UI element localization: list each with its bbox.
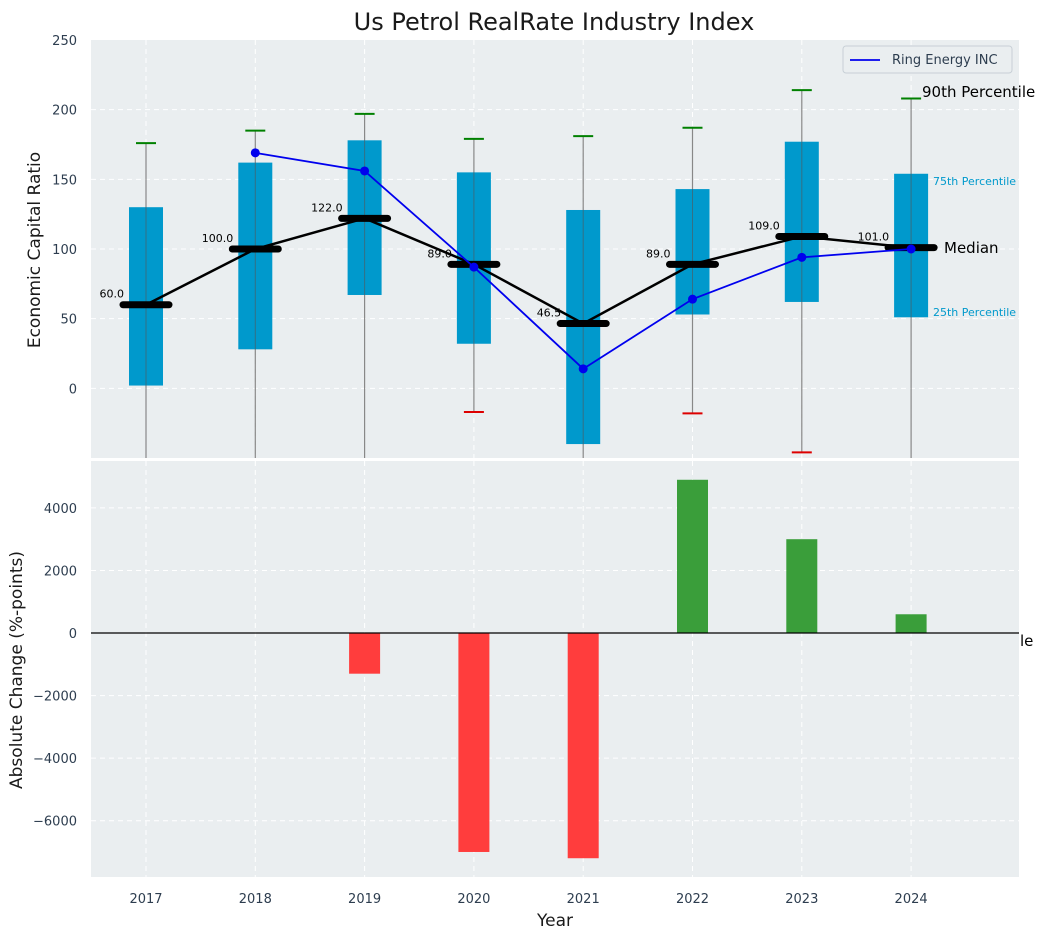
p25-annotation: 25th Percentile bbox=[933, 306, 1016, 319]
top-y-axis: 0 50 100 150 200 250 bbox=[52, 34, 77, 397]
company-series-point bbox=[250, 148, 260, 158]
change-bar bbox=[677, 479, 708, 634]
bottom-y-tick-label: −6000 bbox=[33, 815, 77, 830]
x-tick-label: 2018 bbox=[239, 892, 272, 907]
median-value-label: 60.0 bbox=[100, 288, 125, 301]
bottom-y-tick-label: −4000 bbox=[33, 752, 77, 767]
p90-annotation: 90th Percentile bbox=[922, 83, 1035, 101]
median-value-label: 89.0 bbox=[427, 247, 452, 260]
change-bar bbox=[786, 539, 818, 634]
p75-annotation: 75th Percentile bbox=[933, 175, 1016, 188]
median-line-layer: 60.0 100.0 122.0 89.0 46.5 89.0 109.0 101.0 bbox=[100, 201, 938, 328]
x-tick-label: 2021 bbox=[567, 892, 600, 907]
change-bar bbox=[349, 633, 381, 674]
legend-entry: Ring Energy INC bbox=[892, 53, 998, 68]
percentile-annotations: 90th Percentile 75th Percentile Median 2… bbox=[922, 83, 1035, 319]
top-y-axis-label: Economic Capital Ratio bbox=[25, 152, 45, 348]
top-y-tick-label: 0 bbox=[69, 382, 77, 397]
x-tick-label: 2020 bbox=[457, 892, 490, 907]
change-bars-layer bbox=[91, 479, 1019, 859]
legend: Ring Energy INC bbox=[842, 45, 1013, 74]
median-value-label: 101.0 bbox=[858, 231, 890, 244]
company-series-point bbox=[469, 262, 479, 272]
median-value-label: 89.0 bbox=[646, 247, 671, 260]
top-y-tick-label: 50 bbox=[60, 313, 77, 328]
median-value-label: 100.0 bbox=[202, 232, 234, 245]
change-bar bbox=[458, 633, 490, 852]
x-axis-label: Year bbox=[536, 911, 573, 931]
top-y-tick-label: 150 bbox=[52, 173, 77, 188]
x-tick-label: 2019 bbox=[348, 892, 381, 907]
median-annotation: Median bbox=[944, 239, 999, 257]
bottom-y-tick-label: −2000 bbox=[33, 690, 77, 705]
bottom-y-axis-label: Absolute Change (%-points) bbox=[7, 551, 27, 789]
bottom-y-tick-label: 4000 bbox=[44, 502, 77, 517]
legend-box bbox=[842, 45, 1013, 74]
x-tick-label: 2022 bbox=[676, 892, 709, 907]
x-tick-label: 2017 bbox=[129, 892, 162, 907]
median-value-label: 109.0 bbox=[748, 219, 780, 232]
company-series-point bbox=[797, 252, 807, 262]
bottom-y-tick-label: 2000 bbox=[44, 564, 77, 579]
median-value-label: 46.5 bbox=[537, 307, 562, 320]
x-tick-label: 2023 bbox=[785, 892, 818, 907]
chart-title: Us Petrol RealRate Industry Index bbox=[354, 8, 755, 36]
bottom-y-tick-label: 0 bbox=[69, 627, 77, 642]
top-y-tick-label: 100 bbox=[52, 243, 77, 258]
top-y-tick-label: 250 bbox=[52, 34, 77, 49]
company-series-point bbox=[578, 364, 588, 374]
x-axis: 2017 2018 2019 2020 2021 2022 2023 2024 bbox=[129, 892, 927, 907]
median-trend-line bbox=[145, 217, 912, 325]
company-series-point bbox=[360, 166, 370, 176]
x-tick-label: 2024 bbox=[895, 892, 928, 907]
company-series-point bbox=[688, 294, 697, 304]
company-series-point bbox=[906, 244, 916, 254]
company-series-layer bbox=[250, 148, 916, 374]
change-bar bbox=[895, 614, 927, 634]
change-bar bbox=[567, 633, 599, 859]
median-value-label: 122.0 bbox=[311, 201, 343, 214]
top-y-tick-label: 200 bbox=[52, 104, 77, 119]
bottom-plot-area bbox=[91, 461, 1019, 877]
clipped-annotation: le bbox=[1020, 632, 1033, 650]
bottom-y-axis: −6000 −4000 −2000 0 2000 4000 bbox=[33, 502, 77, 830]
